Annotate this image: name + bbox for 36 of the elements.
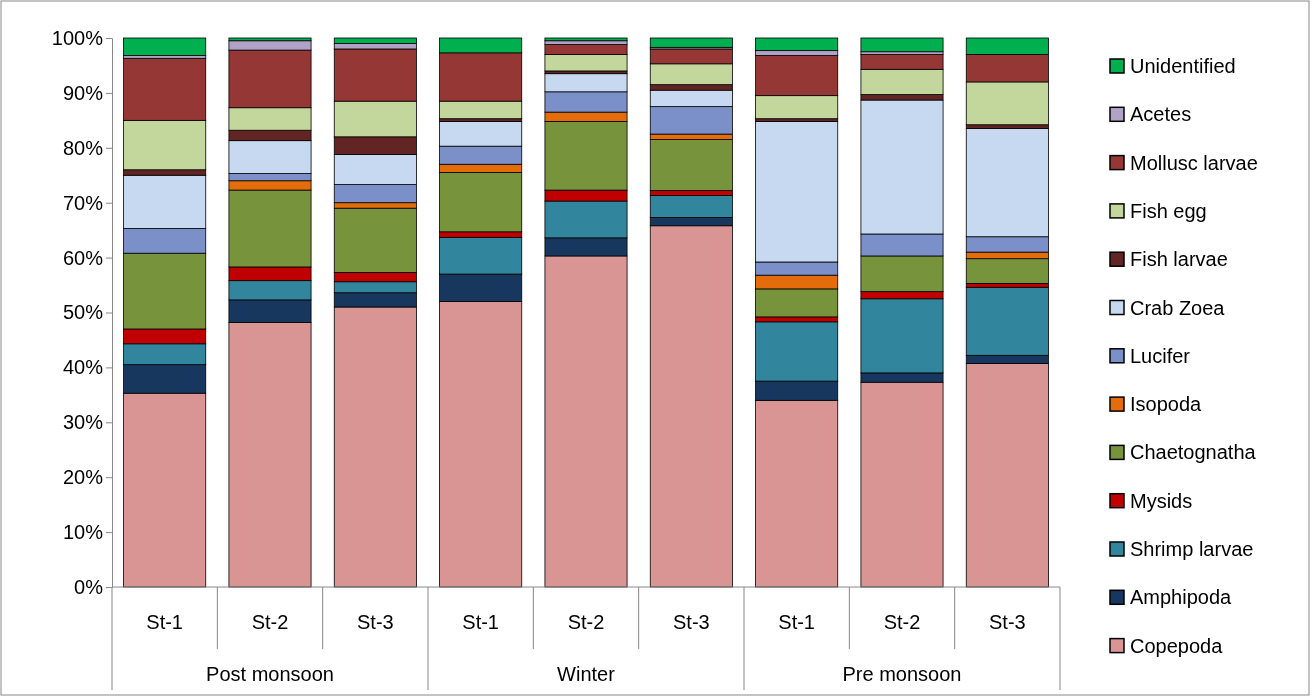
text: Winter [557, 663, 616, 685]
text: Pre monsoon [842, 663, 962, 685]
y-tick-label: 70% [62, 191, 104, 214]
legend-label: Fish egg [1130, 199, 1207, 222]
legend-label: Lucifer [1130, 344, 1191, 367]
x-tick-label: St-2 [883, 611, 921, 633]
y-tick-label: 20% [62, 466, 104, 489]
y-tick-label: 50% [62, 301, 104, 324]
x-tick-label: St-3 [672, 611, 710, 633]
x-tick-label: St-1 [778, 611, 816, 633]
y-tick-label: 100% [51, 26, 104, 49]
legend-label: Mysids [1130, 489, 1193, 512]
legend-label: Copepoda [1130, 634, 1224, 657]
text: Post monsoon [206, 663, 334, 685]
legend-label: Fish larvae [1130, 248, 1228, 271]
x-tick-label: St-1 [462, 611, 500, 633]
legend-label: Shrimp larvae [1130, 538, 1254, 560]
y-tick-label: 60% [62, 246, 104, 269]
legend-label: Crab Zoea [1130, 296, 1226, 319]
y-tick-label: 90% [62, 81, 104, 104]
legend-label: Chaetognatha [1130, 441, 1257, 464]
y-tick-label: 30% [62, 411, 104, 434]
x-tick-label: St-3 [356, 611, 394, 633]
legend-label: Acetes [1130, 103, 1192, 126]
legend-label: Mollusc larvae [1130, 151, 1258, 174]
x-tick-label: St-2 [251, 611, 289, 633]
y-tick-label: 0% [74, 575, 104, 598]
y-tick-label: 40% [62, 356, 104, 379]
legend-label: Isopoda [1130, 393, 1203, 416]
legend-label: Unidentified [1130, 55, 1236, 77]
x-tick-label: St-1 [146, 611, 184, 633]
legend-label: Amphipoda [1130, 586, 1233, 609]
x-tick-label: St-2 [567, 611, 605, 633]
x-tick-label: St-3 [988, 611, 1026, 633]
y-tick-label: 10% [62, 521, 104, 543]
y-tick-label: 80% [62, 136, 104, 159]
